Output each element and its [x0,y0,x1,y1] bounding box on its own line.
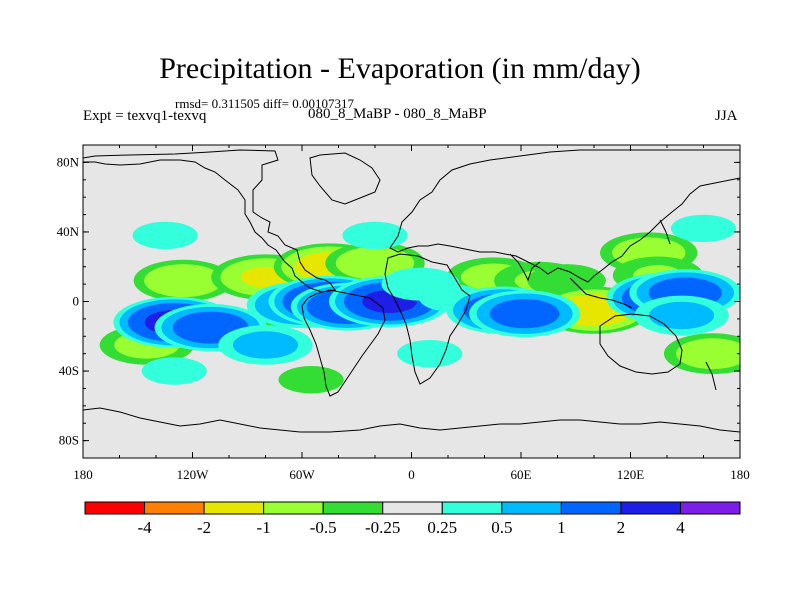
coastline-southeast-asia [569,277,633,309]
colorbar-swatch [144,501,205,515]
lat-tick-label: 0 [73,294,80,309]
colorbar-swatch [263,501,324,515]
field-contour-south-pacific-band-level-2 [232,331,299,359]
lat-tick-label: 80S [59,433,79,448]
colorbar-label: -1 [257,518,271,537]
colorbar-swatch [620,501,681,515]
lon-tick-label: 60E [511,467,532,482]
lat-tick-label: 80N [57,154,80,169]
colorbar-label: 4 [676,518,685,537]
coastline-india [509,253,541,282]
field-contour-north-atlantic-trades-level-2 [335,246,415,280]
lon-tick-label: 180 [73,467,93,482]
coastline-greenland [309,152,381,205]
colorbar-swatch [322,501,384,515]
colorbar-swatch [203,501,265,515]
lon-tick-label: 60W [289,467,315,482]
colorbar: -4 -2 -1 -0.5 -0.25 0.25 0.5 1 2 4 [84,501,741,537]
colorbar-label: 2 [617,518,626,537]
colorbar-label: -4 [137,518,152,537]
colorbar-swatch [382,501,443,515]
lon-tick-label: 120W [177,467,210,482]
coastline-australia [599,313,683,375]
field-contour-north-pacific-trades-level-2 [144,264,223,298]
colorbar-swatch [560,501,622,515]
field-contour-south-atlantic-level-1 [397,339,463,368]
colorbar-label: -2 [197,518,211,537]
colorbar-label: -0.25 [365,518,400,537]
lat-tick-label: 40S [59,363,79,378]
colorbar-label: 1 [557,518,566,537]
field-contour-north-pacific-east-level-1 [132,221,198,250]
coastline-south-america [301,289,386,397]
coastline-africa [384,253,471,385]
colorbar-label: 0.25 [427,518,457,537]
field-contour-south-america-south-level-1 [278,366,344,394]
coastline-new-zealand [705,361,717,391]
lon-tick-label: 0 [408,467,415,482]
colorbar-swatch [501,501,562,515]
lat-tick-label: 40N [57,224,80,239]
coastline-eurasia [389,149,740,283]
precip-evap-field [99,214,740,394]
colorbar-label: 0.5 [491,518,512,537]
stats-label: rmsd= 0.311505 diff= 0.00107317 [175,96,354,111]
field-contour-australia-southeast-level-2 [676,338,740,370]
field-contour-arctic-east-level-1 [670,214,737,243]
coastline-japan [659,219,671,245]
season-label: JJA [715,108,738,124]
plot-title: Precipitation - Evaporation (in mm/day) [159,52,641,85]
colorbar-swatch [441,501,503,515]
comparison-label: 080_8_MaBP - 080_8_MaBP [308,106,487,122]
colorbar-swatch [679,501,741,515]
experiment-label: Expt = texvq1-texvq [83,108,207,124]
colorbar-swatch [84,501,146,515]
field-contour-indian-ocean-east-level-3 [489,299,560,329]
field-contour-north-atlantic-level-1 [342,221,408,250]
colorbar-label: -0.5 [310,518,337,537]
map-axes: 80N 40N 0 40S 80S 180 120W 60W 0 60E 120E 180 [57,144,750,482]
field-contour-south-pacific-southern-level-1 [141,357,207,385]
field-contour-australia-north-level-2 [649,301,715,330]
lon-tick-label: 180 [730,467,750,482]
coastlines [83,149,740,433]
coastline-antarctica [83,407,740,433]
lon-tick-label: 120E [617,467,645,482]
